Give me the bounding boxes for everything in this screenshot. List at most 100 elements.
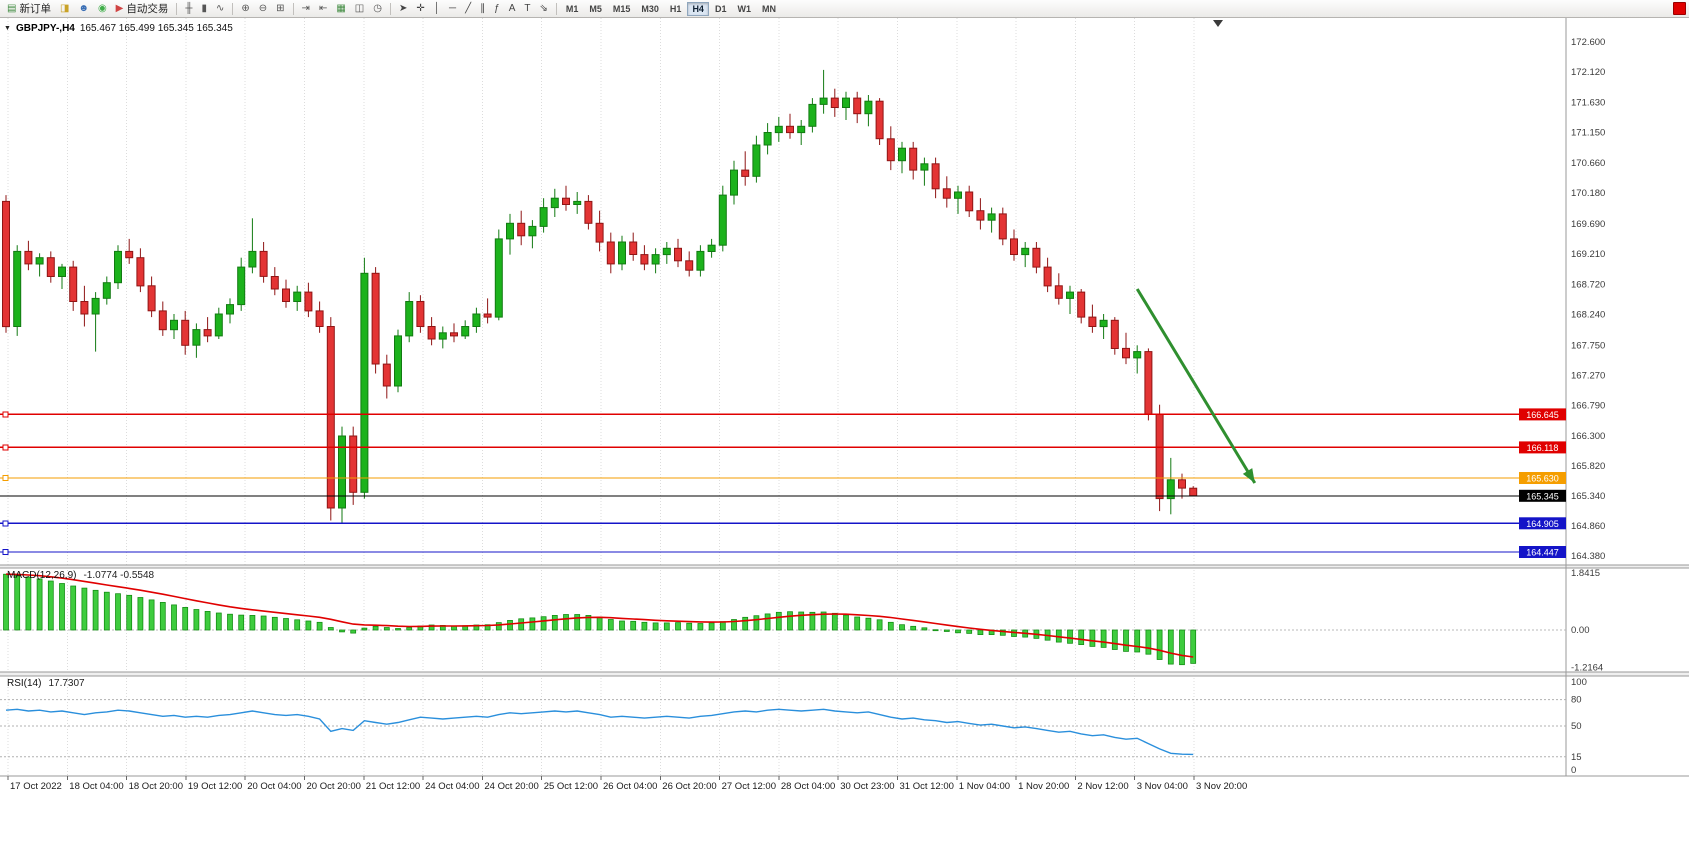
draw-tools-group: ➤ ✛ │ ─ ╱ ∥ ƒ [395,1,552,16]
bar-chart-icon: ╫ [185,2,193,14]
timeframe-w1[interactable]: W1 [732,2,756,16]
svg-text:24 Oct 04:00: 24 Oct 04:00 [425,781,479,792]
price-badges: 166.645 166.118 165.630 165.345 164.905 164.4… [1519,408,1566,558]
zoom-group: ⊕ ⊖ ⊞ [237,1,288,16]
timeframe-h1[interactable]: H1 [665,2,687,16]
horizontal-line-button[interactable]: ─ [445,1,460,16]
svg-text:30 Oct 23:00: 30 Oct 23:00 [840,781,894,792]
svg-text:27 Oct 12:00: 27 Oct 12:00 [722,781,776,792]
timeframe-mn[interactable]: MN [757,2,781,16]
svg-text:171.630: 171.630 [1571,98,1605,109]
line-chart-button[interactable]: ∿ [212,1,228,16]
trendline-icon: ╱ [465,2,472,14]
timeframe-m30[interactable]: M30 [636,2,664,16]
new-order-button[interactable]: ▤ 新订单 [3,1,55,16]
svg-text:1 Nov 04:00: 1 Nov 04:00 [959,781,1010,792]
candlestick-chart-icon: ▮ [201,2,207,14]
hline-handle[interactable] [2,444,9,451]
text-icon: A [508,2,516,14]
hline-handle[interactable] [2,520,9,527]
svg-text:169.210: 169.210 [1571,249,1605,260]
timeframe-m15[interactable]: M15 [608,2,636,16]
profile-icon: ☻ [78,2,89,14]
svg-text:100: 100 [1571,677,1587,688]
timeframe-buttons: M1 M5 M15 M30 H1 H4 D1 W1 MN [561,1,781,16]
alert-icon[interactable] [1673,2,1686,15]
new-chart-icon: ▦ [336,2,346,14]
svg-text:31 Oct 12:00: 31 Oct 12:00 [900,781,954,792]
clock-button[interactable]: ◷ [369,1,386,16]
svg-text:165.630: 165.630 [1526,474,1559,484]
svg-text:18 Oct 20:00: 18 Oct 20:00 [129,781,183,792]
new-order-icon: ▤ [7,2,17,14]
chart-background [0,18,1689,859]
auto-scroll-button[interactable]: ⇥ [298,1,314,16]
svg-text:21 Oct 12:00: 21 Oct 12:00 [366,781,420,792]
toolbar-separator [232,2,234,15]
zoom-in-icon: ⊕ [241,2,250,14]
tile-windows-button[interactable]: ⊞ [272,1,288,16]
svg-text:171.150: 171.150 [1571,128,1605,139]
sound-button[interactable]: ◉ [94,1,111,16]
svg-text:164.447: 164.447 [1526,548,1559,558]
chart-shift-marker[interactable] [1213,20,1223,27]
svg-text:19 Oct 12:00: 19 Oct 12:00 [188,781,242,792]
toolbar-separator [555,2,557,15]
text-label-button[interactable]: T [520,1,534,16]
toolbar-separator [176,2,178,15]
bar-chart-button[interactable]: ╫ [181,1,196,16]
auto-trading-button[interactable]: ▶ 自动交易 [112,1,173,16]
toolbar-right [1673,2,1686,15]
text-button[interactable]: A [505,1,520,16]
svg-text:15: 15 [1571,752,1582,763]
hline-handle[interactable] [2,548,9,555]
crosshair-icon: ✛ [416,2,425,14]
clock-icon: ◷ [373,2,382,14]
zoom-in-button[interactable]: ⊕ [237,1,253,16]
templates-button[interactable]: ◫ [351,1,368,16]
cursor-button[interactable]: ➤ [395,1,411,16]
crosshair-button[interactable]: ✛ [412,1,428,16]
timeframe-m1[interactable]: M1 [561,2,584,16]
svg-text:166.300: 166.300 [1571,431,1605,442]
svg-text:164.860: 164.860 [1571,521,1605,532]
channel-icon: ∥ [480,2,486,14]
zoom-out-icon: ⊖ [258,2,268,14]
svg-text:28 Oct 04:00: 28 Oct 04:00 [781,781,835,792]
channel-button[interactable]: ∥ [476,1,489,16]
chart-type-group: ╫ ▮ ∿ [181,1,228,16]
svg-text:3 Nov 20:00: 3 Nov 20:00 [1196,781,1247,792]
timeframe-h4[interactable]: H4 [687,1,709,16]
vertical-line-button[interactable]: │ [430,1,444,16]
svg-text:18 Oct 04:00: 18 Oct 04:00 [69,781,123,792]
trendline-button[interactable]: ╱ [461,1,475,16]
candlestick-chart-button[interactable]: ▮ [197,1,211,16]
svg-text:165.340: 165.340 [1571,491,1605,502]
trend-arrow[interactable] [1135,288,1257,484]
chart-shift-button[interactable]: ⇤ [315,1,331,16]
svg-text:0.00: 0.00 [1571,625,1590,636]
profile-button[interactable]: ☻ [74,1,93,16]
svg-text:20 Oct 20:00: 20 Oct 20:00 [307,781,361,792]
svg-text:20 Oct 04:00: 20 Oct 04:00 [247,781,301,792]
svg-text:166.118: 166.118 [1527,443,1559,453]
new-chart-button[interactable]: ▦ [332,1,349,16]
svg-text:25 Oct 12:00: 25 Oct 12:00 [544,781,598,792]
sound-icon: ◉ [97,2,107,14]
hline-handle[interactable] [2,411,9,418]
auto-scroll-icon: ⇥ [301,2,310,14]
price-axis[interactable]: 172.600 172.120 171.630 171.150 170.660 170.1… [1571,37,1605,562]
time-axis[interactable]: 17 Oct 2022 18 Oct 04:00 18 Oct 20:00 19 Oc… [7,776,1247,792]
zoom-out-button[interactable]: ⊖ [255,1,271,16]
svg-text:1.8415: 1.8415 [1571,568,1600,579]
chart-shift-icon: ⇤ [318,2,328,14]
svg-text:80: 80 [1571,695,1582,706]
symbols-button[interactable]: ◨ [56,1,73,16]
svg-text:166.790: 166.790 [1571,400,1605,411]
timeframe-m5[interactable]: M5 [584,2,607,16]
arrows-button[interactable]: ⇘ [535,1,551,16]
hline-handle[interactable] [2,474,9,481]
timeframe-d1[interactable]: D1 [710,2,732,16]
fibonacci-button[interactable]: ƒ [490,1,504,16]
